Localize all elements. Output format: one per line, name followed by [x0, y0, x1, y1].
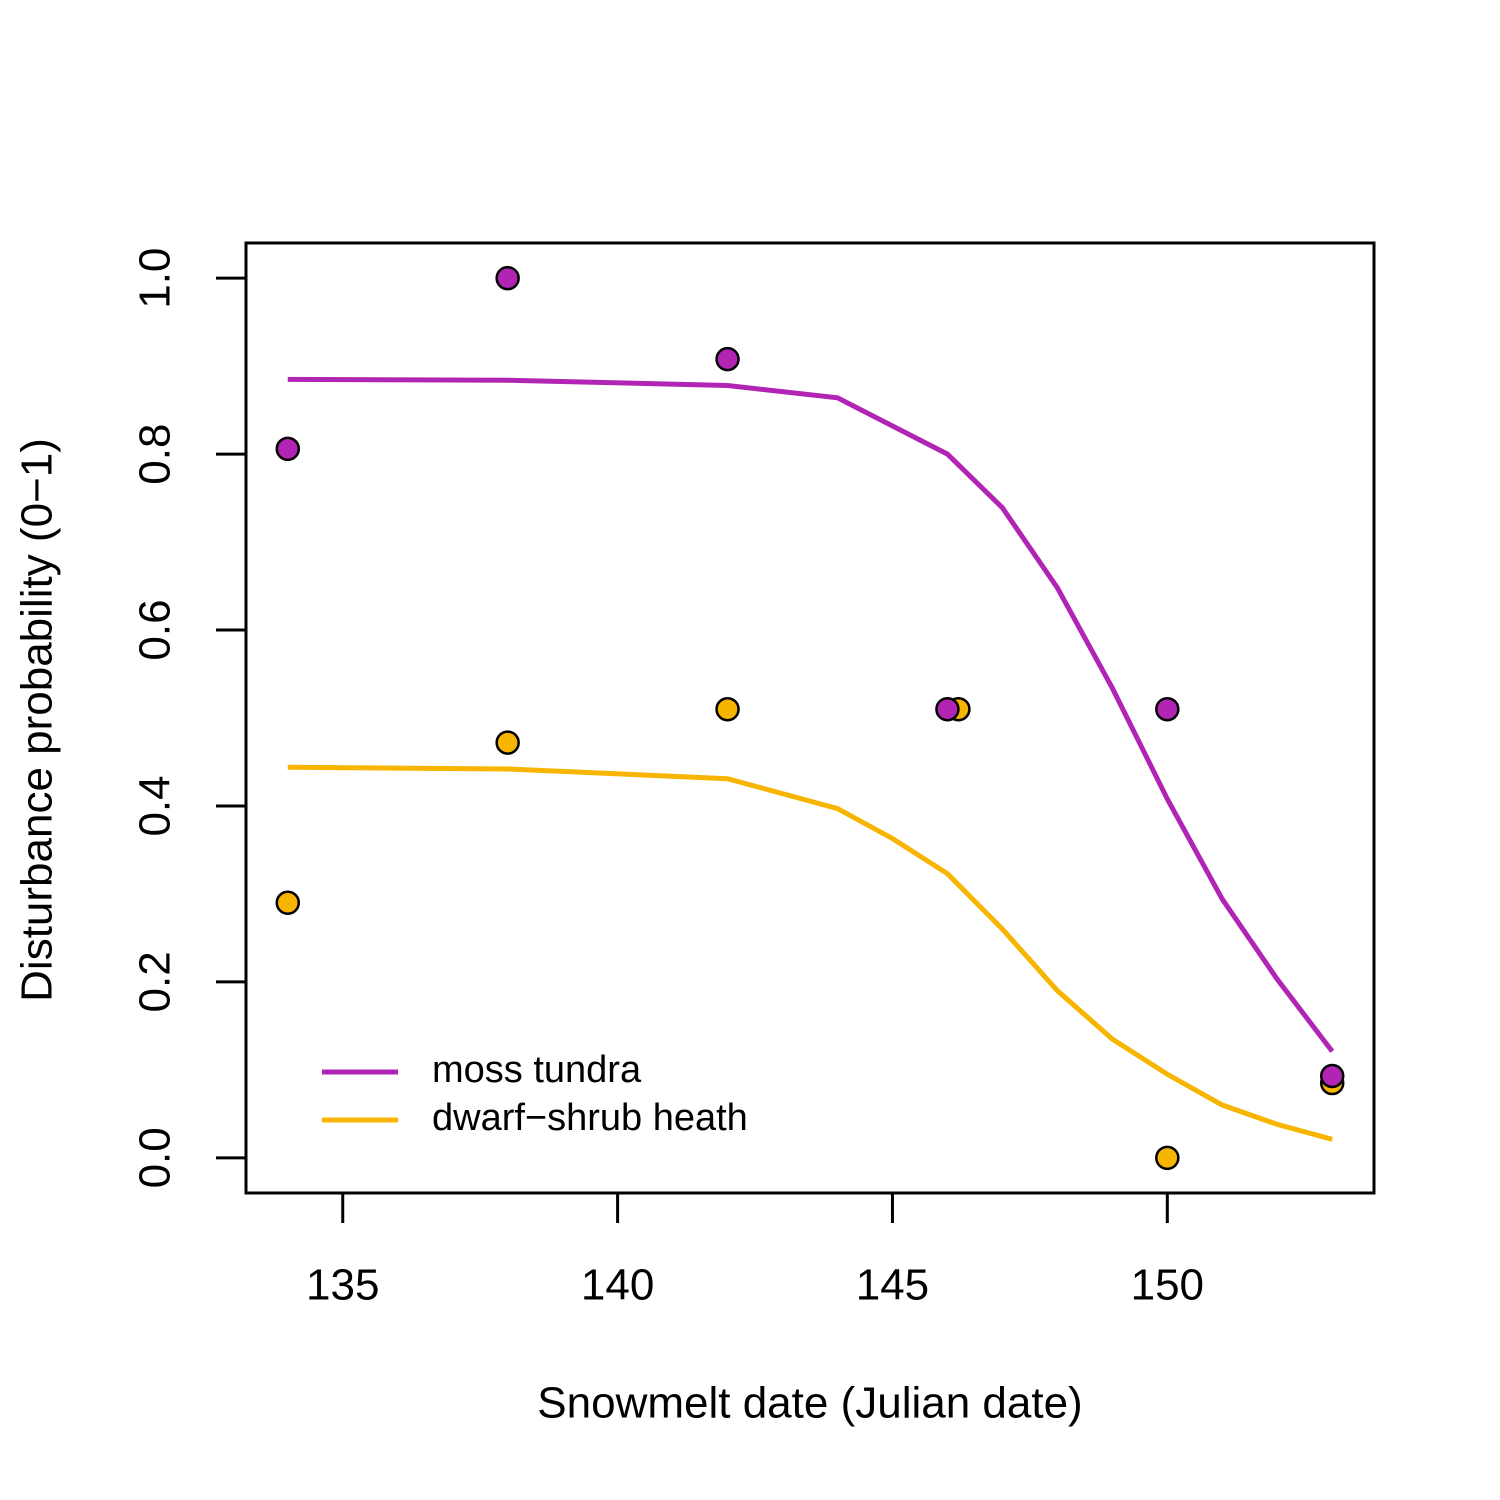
y-tick-label: 0.8	[131, 424, 180, 485]
y-tick-label: 0.4	[131, 775, 180, 836]
data-point	[1155, 696, 1180, 722]
y-axis-label: Disturbance probability (0−1)	[13, 438, 62, 1002]
data-point	[1319, 1063, 1345, 1089]
x-tick-label: 145	[856, 1261, 929, 1310]
y-tick-label: 1.0	[131, 248, 180, 309]
fit-line	[287, 376, 1335, 1053]
y-tick-label: 0.2	[131, 951, 180, 1012]
data-point	[275, 436, 301, 462]
data-point	[935, 696, 960, 722]
data-point	[495, 730, 520, 755]
data-point	[275, 890, 301, 915]
data-point	[1155, 1145, 1180, 1171]
legend-label: dwarf−shrub heath	[432, 1097, 748, 1139]
y-tick-label: 0.6	[131, 599, 180, 660]
legend-label: moss tundra	[432, 1049, 642, 1091]
data-point	[715, 696, 740, 722]
y-tick-label: 0.0	[131, 1127, 180, 1188]
x-axis-label: Snowmelt date (Julian date)	[537, 1379, 1082, 1428]
x-tick-label: 150	[1131, 1261, 1204, 1310]
data-point	[495, 265, 520, 291]
x-tick-label: 135	[306, 1261, 379, 1310]
fit-line	[287, 764, 1333, 1142]
x-tick-label: 140	[581, 1261, 654, 1310]
plot-frame	[244, 241, 1376, 1195]
data-point	[715, 346, 740, 372]
